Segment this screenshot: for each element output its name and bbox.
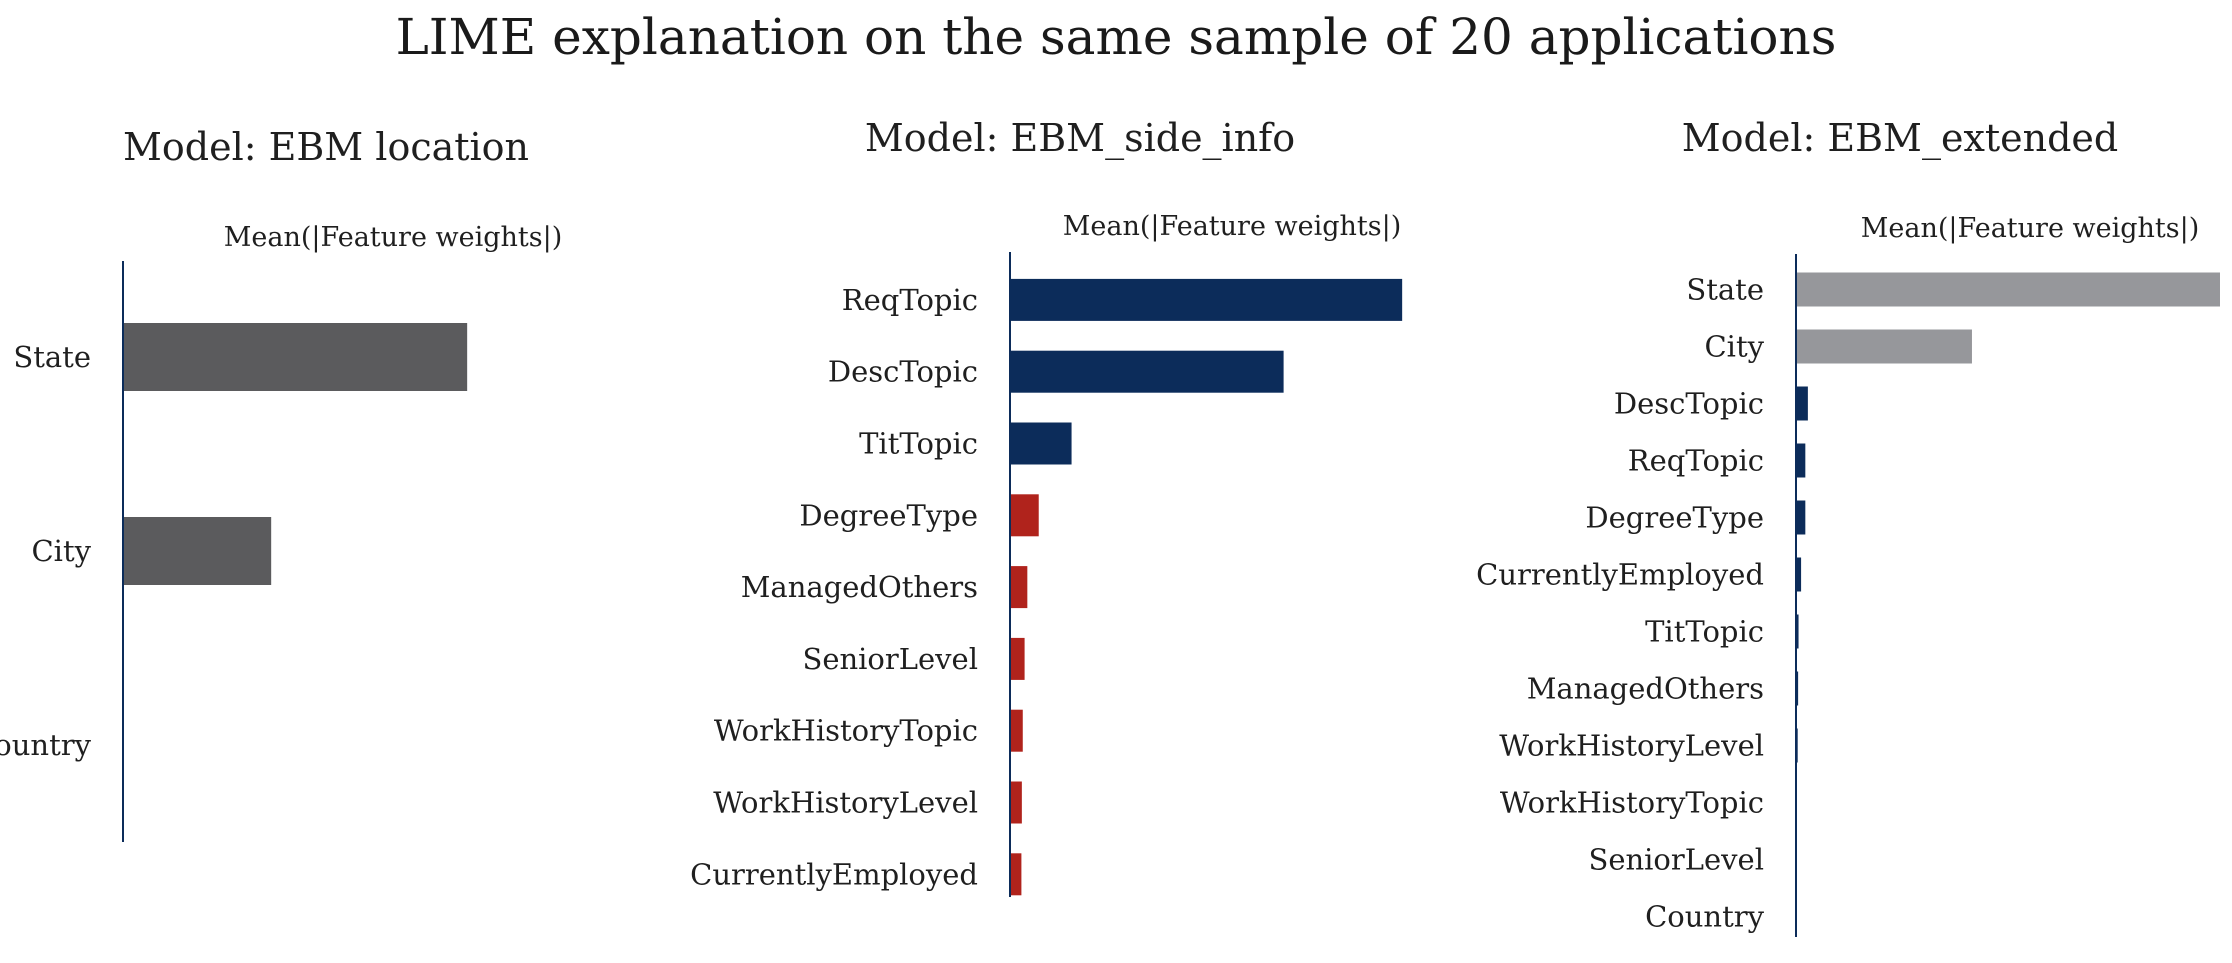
- tick-label: WorkHistoryLevel: [1499, 729, 1764, 763]
- chart-panel-3: Model: EBM_extended Mean(|Feature weights…: [1476, 116, 2220, 937]
- bar-City: [1796, 329, 1972, 364]
- tick-label: SeniorLevel: [802, 642, 978, 676]
- tick-label: City: [31, 534, 91, 568]
- bar-DescTopic: [1010, 350, 1284, 393]
- tick-label: ManagedOthers: [1527, 672, 1764, 706]
- bar-TitTopic: [1010, 422, 1072, 465]
- bar-WorkHistoryLevel: [1010, 781, 1022, 824]
- figure-title: LIME explanation on the same sample of 2…: [395, 8, 1837, 66]
- chart-panel-2: Model: EBM_side_info Mean(|Feature weight…: [690, 116, 1403, 897]
- tick-label: DescTopic: [1614, 387, 1764, 421]
- tick-label: DegreeType: [1585, 501, 1764, 535]
- tick-label: CurrentlyEmployed: [690, 857, 978, 891]
- bar-ReqTopic: [1010, 278, 1403, 321]
- tick-label: Country: [0, 728, 92, 762]
- tick-label: WorkHistoryLevel: [713, 786, 978, 820]
- tick-label: State: [13, 340, 91, 374]
- bar-DescTopic: [1796, 386, 1808, 421]
- bar-TitTopic: [1796, 614, 1799, 649]
- bar-CurrentlyEmployed: [1796, 557, 1802, 592]
- chart-subtitle: Model: EBM_extended: [1682, 116, 2119, 161]
- bar-ManagedOthers: [1010, 566, 1028, 609]
- tick-label: CurrentlyEmployed: [1476, 558, 1764, 592]
- tick-label: DescTopic: [828, 355, 978, 389]
- bar-ManagedOthers: [1796, 671, 1799, 706]
- tick-label: City: [1704, 330, 1764, 364]
- bar-CurrentlyEmployed: [1010, 853, 1022, 896]
- x-axis-label: Mean(|Feature weights|): [1861, 213, 2200, 244]
- tick-label: WorkHistoryTopic: [714, 714, 978, 748]
- tick-label: TitTopic: [1645, 615, 1764, 649]
- bar-DegreeType: [1796, 500, 1806, 535]
- bar-SeniorLevel: [1010, 637, 1025, 680]
- tick-label: ReqTopic: [1628, 444, 1764, 478]
- chart-panel-1: Model: EBM location Mean(|Feature weights…: [0, 125, 562, 842]
- bar-WorkHistoryTopic: [1010, 709, 1023, 752]
- tick-label: State: [1686, 273, 1764, 307]
- x-axis-label: Mean(|Feature weights|): [224, 222, 563, 253]
- bar-ReqTopic: [1796, 443, 1806, 478]
- bar-DegreeType: [1010, 494, 1039, 537]
- tick-label: WorkHistoryTopic: [1500, 786, 1764, 820]
- tick-label: Country: [1645, 900, 1765, 934]
- tick-label: DegreeType: [799, 498, 978, 532]
- bar-State: [1796, 272, 2220, 307]
- chart-subtitle: Model: EBM location: [123, 125, 529, 169]
- tick-label: ManagedOthers: [741, 570, 978, 604]
- chart-subtitle: Model: EBM_side_info: [865, 116, 1295, 161]
- bar-State: [123, 323, 468, 391]
- bar-City: [123, 517, 272, 585]
- x-axis-label: Mean(|Feature weights|): [1063, 211, 1402, 242]
- tick-label: SeniorLevel: [1588, 843, 1764, 877]
- tick-label: ReqTopic: [842, 283, 978, 317]
- tick-label: TitTopic: [859, 427, 978, 461]
